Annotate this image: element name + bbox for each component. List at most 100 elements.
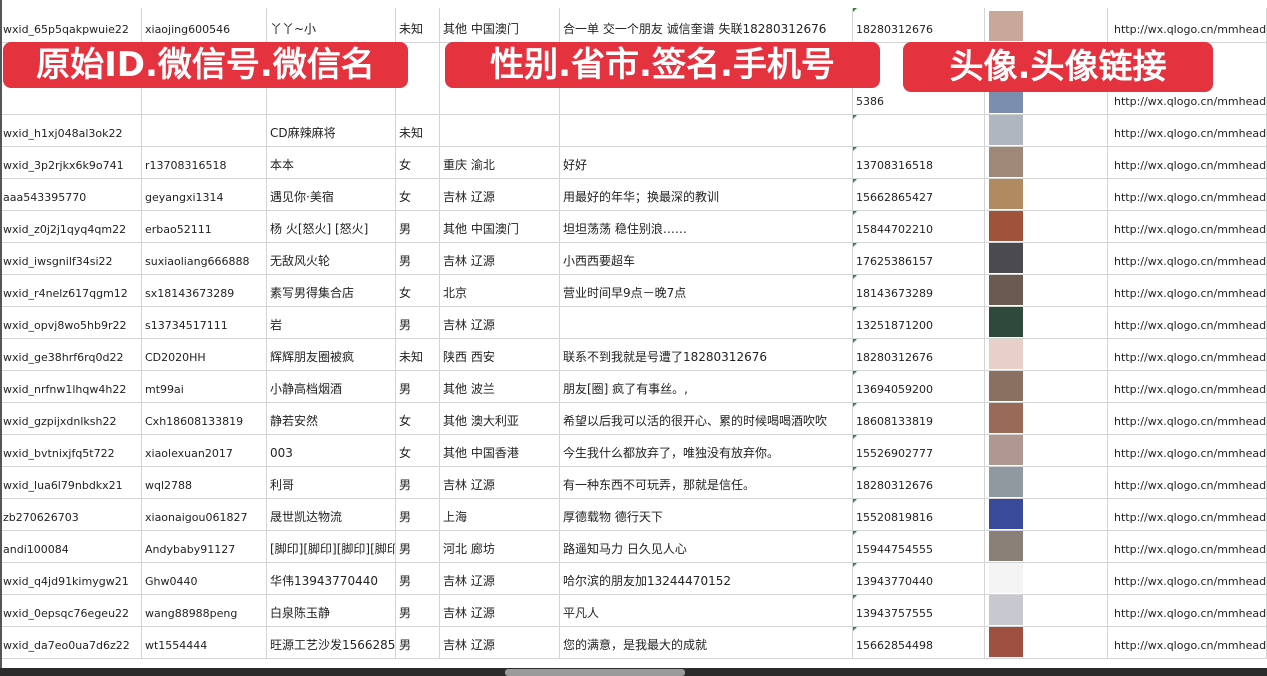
cell-phone[interactable]: 15526902777 <box>853 434 985 466</box>
cell-phone[interactable]: 18280312676 <box>853 8 985 42</box>
cell-gender[interactable]: 未知 <box>396 8 440 42</box>
cell-wechat-name[interactable]: 本本 <box>267 146 396 178</box>
cell-wechat-id[interactable]: s13734517111 <box>142 306 267 338</box>
cell-phone[interactable]: 13694059200 <box>853 370 985 402</box>
cell-gender[interactable]: 男 <box>396 370 440 402</box>
cell-original-id[interactable]: wxid_opvj8wo5hb9r22 <box>0 306 142 338</box>
cell-region[interactable] <box>440 114 560 146</box>
cell-avatar-link[interactable]: http://wx.qlogo.cn/mmhead <box>1108 498 1267 530</box>
cell-avatar[interactable] <box>985 338 1108 370</box>
cell-gender[interactable]: 男 <box>396 530 440 562</box>
cell-avatar-link[interactable]: http://wx.qlogo.cn/mmhead <box>1108 466 1267 498</box>
cell-avatar-link[interactable]: http://wx.qlogo.cn/mmhead <box>1108 434 1267 466</box>
cell-wechat-id[interactable]: geyangxi1314 <box>142 178 267 210</box>
cell-gender[interactable]: 未知 <box>396 114 440 146</box>
cell-wechat-id[interactable]: Cxh18608133819 <box>142 402 267 434</box>
cell-region[interactable]: 其他 中国澳门 <box>440 210 560 242</box>
cell-avatar[interactable] <box>985 594 1108 626</box>
cell-phone[interactable]: 13251871200 <box>853 306 985 338</box>
cell-avatar-link[interactable]: http://wx.qlogo.cn/mmhead <box>1108 402 1267 434</box>
cell-gender[interactable]: 女 <box>396 434 440 466</box>
cell-wechat-name[interactable]: 丫丫~小 <box>267 8 396 42</box>
cell-phone[interactable]: 18608133819 <box>853 402 985 434</box>
cell-signature[interactable]: 好好 <box>560 146 853 178</box>
cell-wechat-name[interactable]: [脚印][脚印][脚印][脚印] <box>267 530 396 562</box>
cell-wechat-id[interactable]: CD2020HH <box>142 338 267 370</box>
cell-wechat-id[interactable]: Ghw0440 <box>142 562 267 594</box>
cell-avatar[interactable] <box>985 114 1108 146</box>
cell-region[interactable]: 其他 波兰 <box>440 370 560 402</box>
cell-original-id[interactable]: wxid_r4nelz617qgm12 <box>0 274 142 306</box>
cell-avatar[interactable] <box>985 498 1108 530</box>
cell-original-id[interactable]: zb270626703 <box>0 498 142 530</box>
cell-region[interactable]: 吉林 辽源 <box>440 594 560 626</box>
cell-region[interactable]: 吉林 辽源 <box>440 626 560 658</box>
cell-region[interactable]: 吉林 辽源 <box>440 242 560 274</box>
cell-region[interactable]: 吉林 辽源 <box>440 562 560 594</box>
cell-avatar[interactable] <box>985 178 1108 210</box>
cell-region[interactable]: 上海 <box>440 498 560 530</box>
cell-region[interactable]: 吉林 辽源 <box>440 178 560 210</box>
cell-original-id[interactable]: aaa543395770 <box>0 178 142 210</box>
cell-avatar-link[interactable]: http://wx.qlogo.cn/mmhead <box>1108 146 1267 178</box>
cell-signature[interactable]: 路遥知马力 日久见人心 <box>560 530 853 562</box>
cell-phone[interactable]: 18280312676 <box>853 338 985 370</box>
cell-wechat-id[interactable]: wql2788 <box>142 466 267 498</box>
cell-gender[interactable]: 男 <box>396 594 440 626</box>
cell-wechat-id[interactable]: xiaolexuan2017 <box>142 434 267 466</box>
cell-phone[interactable]: 18143673289 <box>853 274 985 306</box>
cell-wechat-id[interactable]: r13708316518 <box>142 146 267 178</box>
cell-original-id[interactable]: wxid_lua6l79nbdkx21 <box>0 466 142 498</box>
cell-avatar[interactable] <box>985 146 1108 178</box>
cell-wechat-name[interactable]: 杨 火[怒火] [怒火] <box>267 210 396 242</box>
cell-avatar[interactable] <box>985 306 1108 338</box>
cell-wechat-id[interactable]: Andybaby91127 <box>142 530 267 562</box>
cell-avatar[interactable] <box>985 370 1108 402</box>
cell-avatar-link[interactable]: http://wx.qlogo.cn/mmhead <box>1108 114 1267 146</box>
cell-wechat-id[interactable]: xiaojing600546 <box>142 8 267 42</box>
cell-wechat-name[interactable]: 岩 <box>267 306 396 338</box>
cell-gender[interactable]: 男 <box>396 626 440 658</box>
cell-signature[interactable]: 今生我什么都放弃了，唯独没有放弃你。 <box>560 434 853 466</box>
cell-signature[interactable]: 小西西要超车 <box>560 242 853 274</box>
cell-wechat-name[interactable]: 素写男得集合店 <box>267 274 396 306</box>
cell-signature[interactable]: 坦坦荡荡 稳住别浪…… <box>560 210 853 242</box>
cell-wechat-id[interactable]: xiaonaigou061827 <box>142 498 267 530</box>
cell-region[interactable]: 吉林 辽源 <box>440 306 560 338</box>
cell-wechat-name[interactable]: 辉辉朋友圈被疯 <box>267 338 396 370</box>
cell-avatar[interactable] <box>985 562 1108 594</box>
cell-signature[interactable]: 厚德载物 德行天下 <box>560 498 853 530</box>
cell-avatar-link[interactable]: http://wx.qlogo.cn/mmhead <box>1108 242 1267 274</box>
cell-avatar-link[interactable]: http://wx.qlogo.cn/mmhead <box>1108 370 1267 402</box>
cell-phone[interactable]: 15662865427 <box>853 178 985 210</box>
cell-signature[interactable]: 合一单 交一个朋友 诚信奎谱 失联18280312676 <box>560 8 853 42</box>
cell-gender[interactable]: 女 <box>396 178 440 210</box>
cell-gender[interactable]: 男 <box>396 498 440 530</box>
cell-wechat-name[interactable]: 旺源工艺沙发15662854 <box>267 626 396 658</box>
cell-original-id[interactable]: wxid_iwsgnilf34si22 <box>0 242 142 274</box>
cell-wechat-id[interactable]: erbao52111 <box>142 210 267 242</box>
cell-avatar[interactable] <box>985 466 1108 498</box>
cell-avatar-link[interactable]: http://wx.qlogo.cn/mmhead <box>1108 8 1267 42</box>
cell-avatar-link[interactable]: http://wx.qlogo.cn/mmhead <box>1108 338 1267 370</box>
cell-gender[interactable] <box>396 42 440 114</box>
cell-avatar[interactable] <box>985 8 1108 42</box>
cell-phone[interactable] <box>853 114 985 146</box>
cell-signature[interactable]: 营业时间早9点－晚7点 <box>560 274 853 306</box>
cell-avatar[interactable] <box>985 434 1108 466</box>
cell-wechat-name[interactable]: 晟世凯达物流 <box>267 498 396 530</box>
cell-phone[interactable]: 15944754555 <box>853 530 985 562</box>
cell-avatar-link[interactable]: http://wx.qlogo.cn/mmhead <box>1108 626 1267 658</box>
cell-avatar-link[interactable]: http://wx.qlogo.cn/mmhead <box>1108 274 1267 306</box>
cell-avatar-link[interactable]: http://wx.qlogo.cn/mmhead <box>1108 178 1267 210</box>
cell-region[interactable]: 吉林 辽源 <box>440 466 560 498</box>
cell-region[interactable]: 北京 <box>440 274 560 306</box>
cell-wechat-name[interactable]: 静若安然 <box>267 402 396 434</box>
cell-phone[interactable]: 15844702210 <box>853 210 985 242</box>
cell-avatar[interactable] <box>985 242 1108 274</box>
cell-gender[interactable]: 男 <box>396 306 440 338</box>
cell-phone[interactable]: 17625386157 <box>853 242 985 274</box>
cell-region[interactable]: 其他 中国澳门 <box>440 8 560 42</box>
cell-original-id[interactable]: wxid_ge38hrf6rq0d22 <box>0 338 142 370</box>
cell-avatar-link[interactable]: http://wx.qlogo.cn/mmhead <box>1108 562 1267 594</box>
